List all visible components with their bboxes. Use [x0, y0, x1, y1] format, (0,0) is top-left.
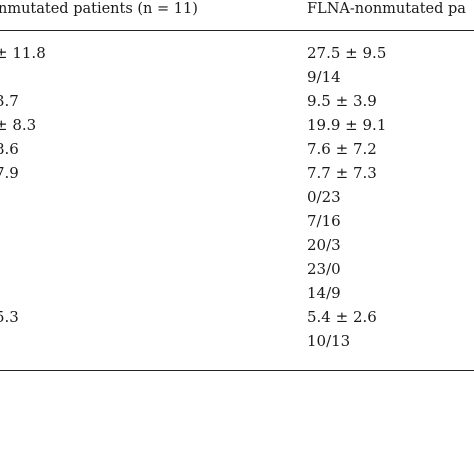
- cell-mutated-row-4: ± 8.3: [0, 116, 37, 134]
- cell-nonmutated-row-7: 0/23: [307, 188, 341, 206]
- cell-mutated-row-3: 3.7: [0, 92, 19, 110]
- header-flna-nonmutated: FLNA-nonmutated pa: [307, 1, 466, 17]
- header-rule: [0, 30, 474, 31]
- cell-nonmutated-row-6: 7.7 ± 7.3: [307, 164, 377, 182]
- header-flna-mutated: nmutated patients (n = 11): [0, 1, 198, 17]
- cell-nonmutated-row-12: 5.4 ± 2.6: [307, 308, 377, 326]
- cell-mutated-row-1: ± 11.8: [0, 44, 46, 62]
- cell-nonmutated-row-4: 19.9 ± 9.1: [307, 116, 387, 134]
- cell-nonmutated-row-2: 9/14: [307, 68, 341, 86]
- cell-mutated-row-12: 5.3: [0, 308, 19, 326]
- cell-mutated-row-6: 7.9: [0, 164, 19, 182]
- cell-nonmutated-row-9: 20/3: [307, 236, 341, 254]
- cell-nonmutated-row-13: 10/13: [307, 332, 351, 350]
- bottom-rule: [0, 370, 474, 371]
- cell-mutated-row-5: 8.6: [0, 140, 19, 158]
- cell-nonmutated-row-11: 14/9: [307, 284, 341, 302]
- cell-nonmutated-row-8: 7/16: [307, 212, 341, 230]
- cell-nonmutated-row-1: 27.5 ± 9.5: [307, 44, 387, 62]
- cell-nonmutated-row-10: 23/0: [307, 260, 341, 278]
- cell-nonmutated-row-5: 7.6 ± 7.2: [307, 140, 377, 158]
- cell-nonmutated-row-3: 9.5 ± 3.9: [307, 92, 377, 110]
